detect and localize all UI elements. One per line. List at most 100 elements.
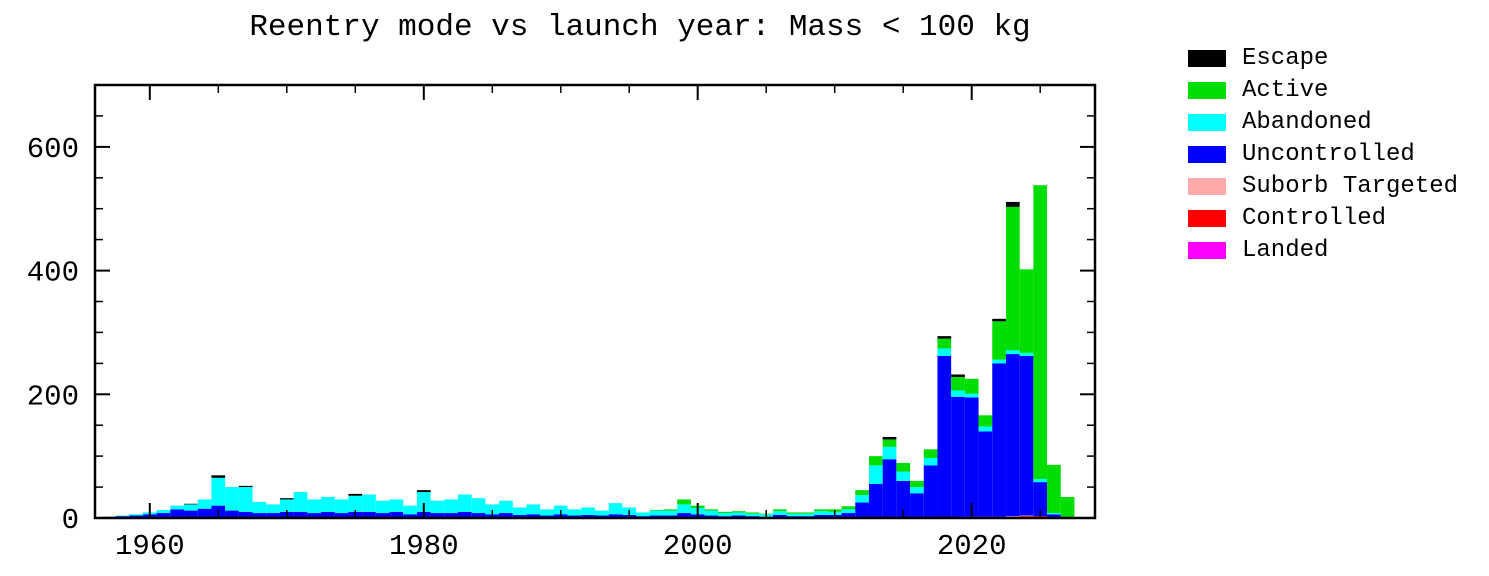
bar-segment (156, 513, 171, 518)
bar-segment (375, 500, 390, 514)
bar-segment (211, 477, 226, 506)
bar-segment (841, 513, 856, 518)
bar-segment (855, 490, 869, 496)
bar-segment (321, 496, 335, 512)
legend-swatch-suborb-targeted (1188, 177, 1226, 195)
bar-segment (595, 510, 609, 516)
legend-item: Escape (1188, 42, 1458, 74)
bar-segment (868, 456, 883, 466)
bar-segment (348, 493, 363, 496)
bar-segment (458, 494, 472, 512)
legend-label: Escape (1242, 44, 1329, 72)
bar-segment (896, 462, 911, 472)
bar-segment (731, 511, 746, 513)
bar-segment (129, 514, 143, 516)
bar-segment (1005, 516, 1020, 517)
legend-item: Uncontrolled (1188, 138, 1458, 170)
bar-segment (964, 397, 979, 517)
bar-segment (910, 487, 924, 494)
bar-segment (184, 504, 198, 511)
bar-segment (389, 511, 404, 518)
bar-segment (1005, 206, 1020, 351)
bar-segment (1019, 352, 1034, 356)
legend: Escape Active Abandoned Uncontrolled Suborb … (1188, 42, 1458, 266)
bar-segment (430, 513, 445, 518)
bar-segment (677, 513, 691, 518)
bar-segment (334, 513, 349, 518)
bar-segment (910, 480, 924, 488)
bar-segment (718, 513, 732, 517)
legend-label: Abandoned (1242, 108, 1372, 136)
bar-segment (1033, 185, 1048, 480)
bar-segment (362, 494, 376, 512)
bar-segment (937, 355, 952, 518)
y-tick-label: 600 (27, 133, 79, 166)
bar-segment (184, 510, 198, 518)
bar-segment (416, 490, 431, 493)
bar-segment (636, 512, 650, 517)
bar-segment (868, 465, 883, 484)
bar-segment (293, 492, 308, 512)
bar-segment (1019, 515, 1034, 517)
bar-segment (800, 513, 815, 517)
bar-segment (992, 359, 1006, 364)
bar-segment (814, 514, 828, 518)
bar-segment (978, 431, 993, 517)
bar-segment (882, 436, 897, 440)
y-tick-label: 400 (27, 257, 79, 290)
bar-segment (937, 336, 952, 339)
bar-segment (786, 513, 801, 517)
bar-segment (704, 510, 719, 516)
bar-segment (1060, 496, 1075, 518)
bar-segment (567, 509, 582, 516)
bar-segment (279, 499, 294, 512)
x-tick-label: 2000 (663, 530, 733, 563)
bar-segment (923, 458, 938, 466)
bar-segment (978, 426, 993, 432)
bar-segment (1033, 479, 1048, 483)
bar-segment (937, 348, 952, 356)
bar-segment (951, 390, 965, 397)
bar-segment (512, 514, 527, 518)
bar-segment (553, 505, 568, 515)
bar-segment (910, 493, 924, 518)
bar-segment (499, 513, 513, 518)
bar-segment (964, 393, 979, 398)
bar-segment (389, 499, 404, 512)
bar-segment (375, 513, 390, 518)
bar-segment (1047, 514, 1061, 518)
bar-segment (238, 485, 253, 488)
bar-segment (170, 505, 185, 510)
bar-segment (444, 513, 459, 518)
legend-swatch-landed (1188, 241, 1226, 259)
bar-segment (156, 509, 171, 514)
bar-segment (170, 509, 185, 518)
y-tick-label: 0 (62, 504, 79, 537)
bar-segment (992, 363, 1006, 517)
bar-segment (677, 504, 691, 514)
bar-segment (841, 506, 856, 510)
bar-segment (307, 499, 322, 514)
bar-segment (992, 318, 1006, 322)
bar-segment (1047, 513, 1061, 515)
chart-title: Reentry mode vs launch year: Mass < 100 … (249, 10, 1031, 45)
bar-segment (444, 499, 459, 514)
bar-segment (800, 512, 815, 514)
bar-segment (649, 509, 664, 511)
bar-segment (978, 415, 993, 427)
bar-segment (745, 513, 760, 517)
bar-segment (458, 511, 472, 518)
x-tick-label: 2020 (937, 530, 1007, 563)
legend-label: Suborb Targeted (1242, 172, 1459, 200)
bar-segment (252, 501, 267, 514)
legend-swatch-uncontrolled (1188, 145, 1226, 163)
legend-item: Landed (1188, 234, 1458, 266)
bar-segment (499, 500, 513, 514)
bar-segment (238, 487, 253, 512)
bar-segment (855, 495, 869, 503)
bar-segment (225, 510, 239, 518)
bar-segment (745, 512, 760, 514)
legend-swatch-controlled (1188, 209, 1226, 227)
bar-segment (882, 439, 897, 447)
bar-segment (471, 513, 486, 518)
